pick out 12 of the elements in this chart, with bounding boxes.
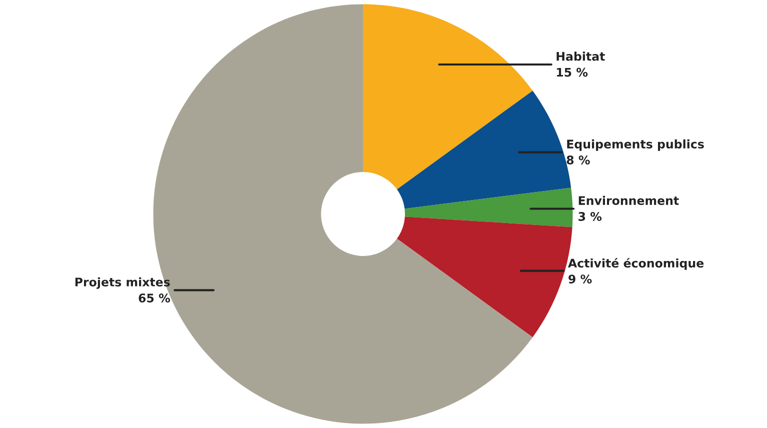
slice-label: Habitat — [556, 52, 605, 61]
donut-slice — [404, 188, 573, 228]
data-label: 8 % — [566, 156, 590, 164]
data-label: 3 % — [578, 212, 602, 221]
slice-label: Environnement — [578, 196, 679, 206]
slice-label: Activité économique — [568, 258, 704, 270]
data-label: 9 % — [568, 274, 592, 284]
slice-label: Projets mixtes — [75, 277, 170, 289]
data-label: 65 % — [138, 294, 170, 302]
data-label: 15 % — [556, 68, 588, 77]
slice-label: Equipements publics — [567, 139, 704, 151]
donut-slice — [363, 4, 533, 190]
